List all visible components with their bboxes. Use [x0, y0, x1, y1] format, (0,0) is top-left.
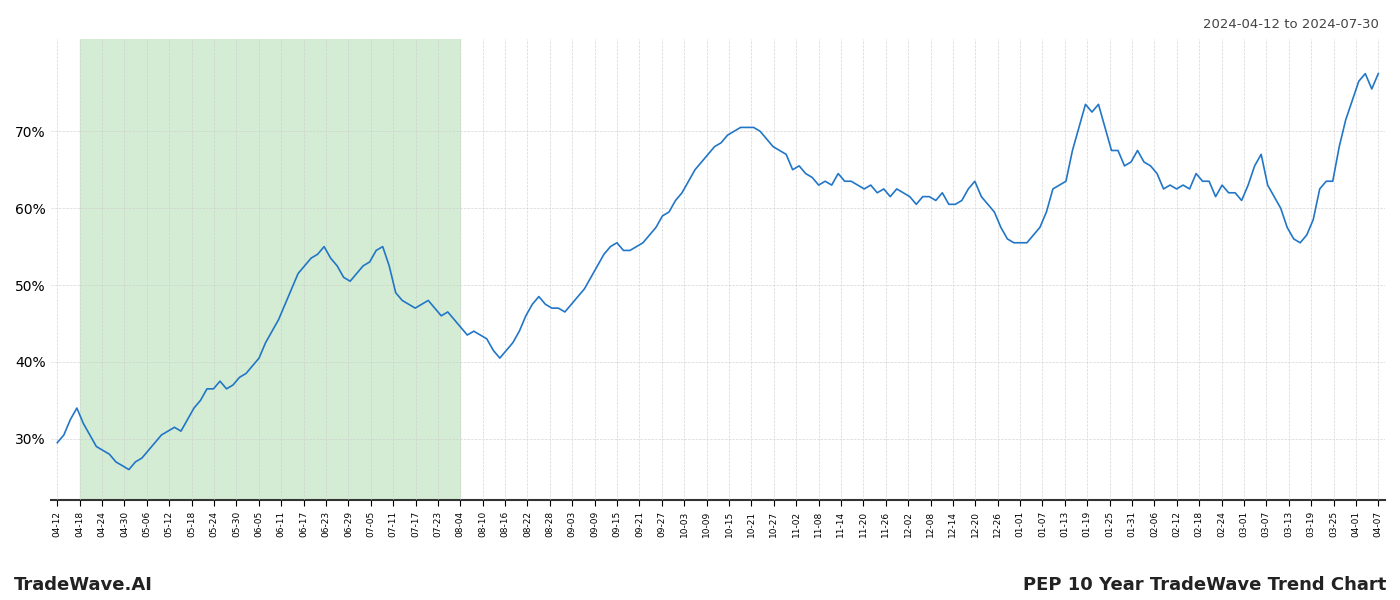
Text: 2024-04-12 to 2024-07-30: 2024-04-12 to 2024-07-30	[1203, 18, 1379, 31]
Text: PEP 10 Year TradeWave Trend Chart: PEP 10 Year TradeWave Trend Chart	[1022, 576, 1386, 594]
Text: TradeWave.AI: TradeWave.AI	[14, 576, 153, 594]
Bar	[80, 39, 461, 500]
